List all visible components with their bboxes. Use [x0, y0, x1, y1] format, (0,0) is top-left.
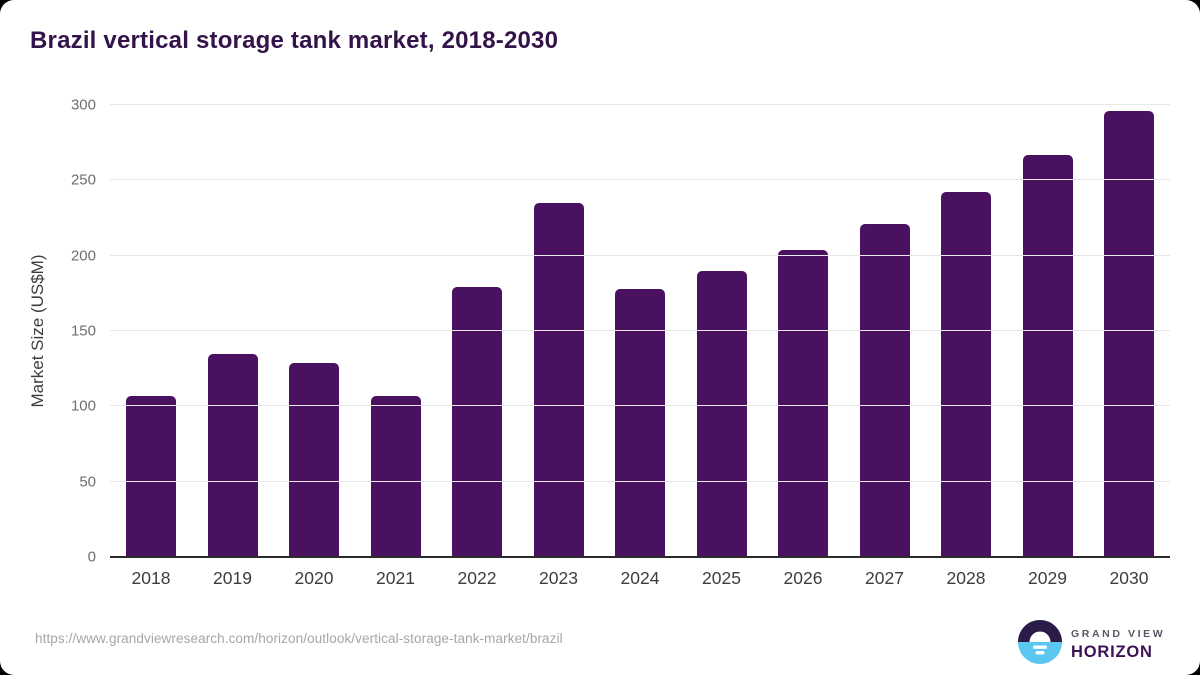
bar-2027	[859, 224, 910, 557]
x-tick-label: 2030	[1109, 568, 1149, 588]
x-tick-label: 2021	[376, 568, 415, 588]
plot-area: 2018 2019 2020 2021 2022 2023 2024 2025 2026 2027…	[71, 97, 1170, 588]
gridline	[110, 330, 1170, 331]
x-tick-label: 2025	[702, 568, 741, 588]
grandview-horizon-logo: GRAND VIEW HORIZON	[1018, 620, 1165, 669]
y-tick-label: 200	[70, 247, 96, 265]
y-tick-label: 300	[70, 96, 96, 114]
x-tick-label: 2018	[131, 568, 171, 588]
x-tick-label: 2027	[865, 568, 904, 588]
bar-2029	[1022, 154, 1073, 557]
y-tick-label: 100	[70, 397, 96, 415]
y-tick-label: 0	[87, 548, 96, 566]
bar-2021	[370, 395, 421, 557]
bar-2022	[452, 287, 502, 557]
bar-2023	[533, 202, 584, 557]
logo-wordmark: GRAND VIEW HORIZON	[1071, 628, 1165, 662]
gridline	[110, 254, 1170, 256]
bar-2028	[941, 192, 991, 557]
logo-brand-bottom: HORIZON	[1071, 642, 1153, 661]
x-tick-label: 2028	[946, 568, 986, 588]
bar-2030	[1104, 111, 1154, 557]
y-axis-title: Market Size (US$M)	[28, 254, 47, 408]
bar-2018	[126, 395, 176, 557]
x-axis-line	[110, 556, 1170, 558]
y-tick-label: 50	[79, 473, 96, 491]
gridline	[110, 104, 1170, 105]
gridline	[110, 480, 1170, 482]
x-axis-labels: 2018 2019 2020 2021 2022 2023 2024 2025 2026 2027…	[110, 568, 1170, 589]
x-tick-label: 2019	[213, 568, 252, 588]
bar-2019	[207, 353, 258, 557]
gridline	[110, 179, 1170, 181]
bar-2026	[778, 249, 828, 557]
x-tick-label: 2029	[1028, 568, 1067, 588]
x-tick-label: 2024	[620, 568, 660, 588]
bar-2025	[696, 270, 747, 557]
bar-2024	[615, 288, 665, 557]
horizon-sun-icon	[1018, 620, 1062, 669]
x-tick-label: 2022	[457, 568, 497, 588]
gridline	[110, 405, 1170, 407]
bar-2020	[289, 362, 339, 557]
x-tick-label: 2023	[539, 568, 578, 588]
source-url: https://www.grandviewresearch.com/horizo…	[35, 631, 563, 646]
bars-row	[110, 105, 1170, 557]
chart-title: Brazil vertical storage tank market, 201…	[30, 27, 559, 54]
y-tick-label: 150	[70, 322, 96, 340]
logo-brand-top: GRAND VIEW	[1071, 627, 1166, 640]
x-tick-label: 2026	[783, 568, 823, 588]
y-tick-label: 250	[70, 171, 96, 189]
x-tick-label: 2020	[294, 568, 334, 588]
